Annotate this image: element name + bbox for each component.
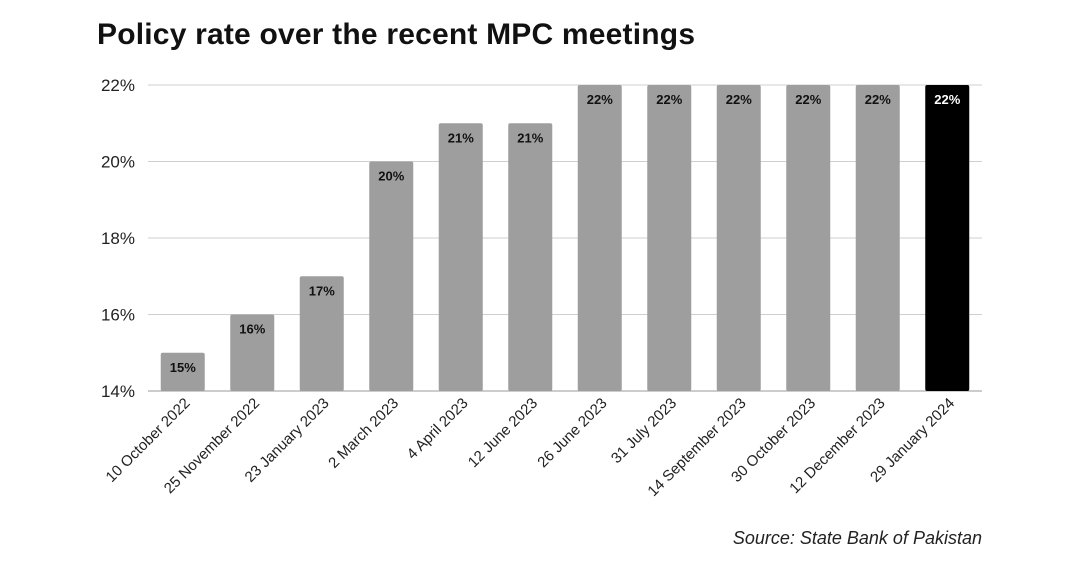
bar-value-label: 22% [795,92,821,107]
bar-value-label: 21% [448,130,474,145]
source-note: Source: State Bank of Pakistan [732,528,982,548]
bar-value-label: 21% [517,130,543,145]
bar [438,123,483,391]
y-tick-label: 18% [101,229,135,248]
bar [369,161,414,391]
x-tick-label: 26 June 2023 [534,395,610,471]
bar [716,85,761,391]
x-tick-label: 12 June 2023 [465,395,541,471]
bar-value-labels: 15% 16% 17% 20% 21% 21% 22% 22% 22% 22% 22% 22% [170,92,961,375]
bar [508,123,553,391]
y-tick-label: 14% [101,382,135,401]
x-tick-label: 4 April 2023 [404,395,472,463]
gridlines [148,84,982,392]
bar [647,85,692,391]
bar-value-label: 17% [309,283,335,298]
bar-value-label: 22% [934,92,960,107]
bar [577,85,622,391]
x-tick-label: 2 March 2023 [325,395,402,472]
bar-value-label: 20% [378,169,404,184]
bar [855,85,900,391]
y-axis-ticks: 14% 16% 18% 20% 22% [101,76,135,401]
bar [786,85,831,391]
y-tick-label: 22% [101,76,135,95]
bars [160,85,970,391]
x-tick-label: 31 July 2023 [608,395,680,467]
bar-value-label: 22% [587,92,613,107]
y-tick-label: 20% [101,153,135,172]
bar-value-label: 16% [239,322,265,337]
bar [160,352,205,391]
y-tick-label: 16% [101,306,135,325]
bar-value-label: 22% [865,92,891,107]
chart-title: Policy rate over the recent MPC meetings [97,18,696,51]
bar [925,85,970,391]
bar [230,314,275,391]
bar-value-label: 22% [656,92,682,107]
bar [299,276,344,391]
bar-value-label: 15% [170,360,196,375]
bar-value-label: 22% [726,92,752,107]
